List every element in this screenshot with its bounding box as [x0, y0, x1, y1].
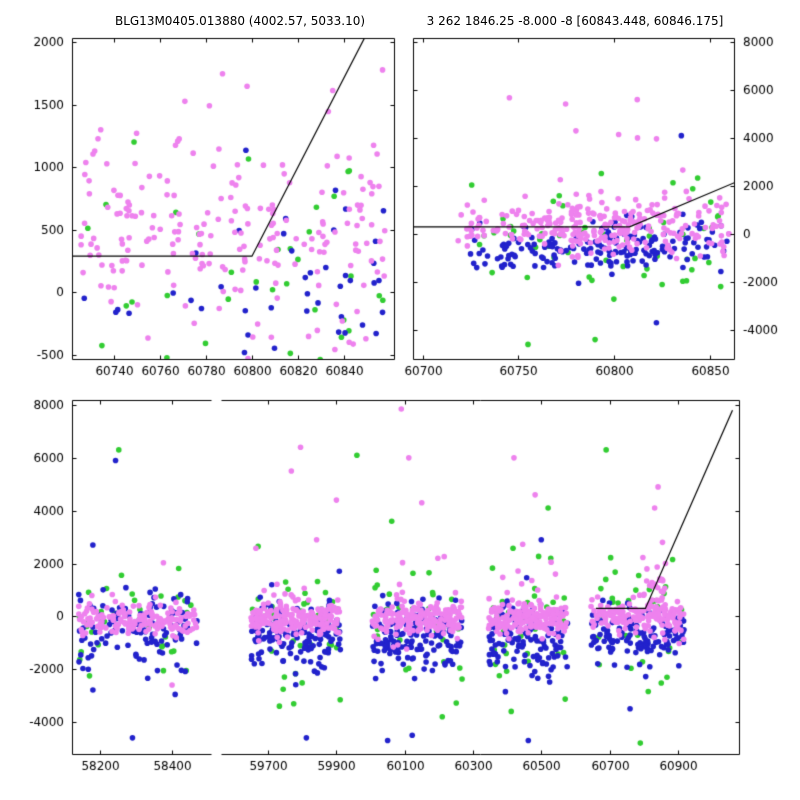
right-plot-title: 3 262 1846.25 -8.000 -8 [60843.448, 6084…	[426, 14, 724, 28]
left-plot-title: BLG13M0405.013880 (4002.57, 5033.10)	[114, 14, 366, 28]
